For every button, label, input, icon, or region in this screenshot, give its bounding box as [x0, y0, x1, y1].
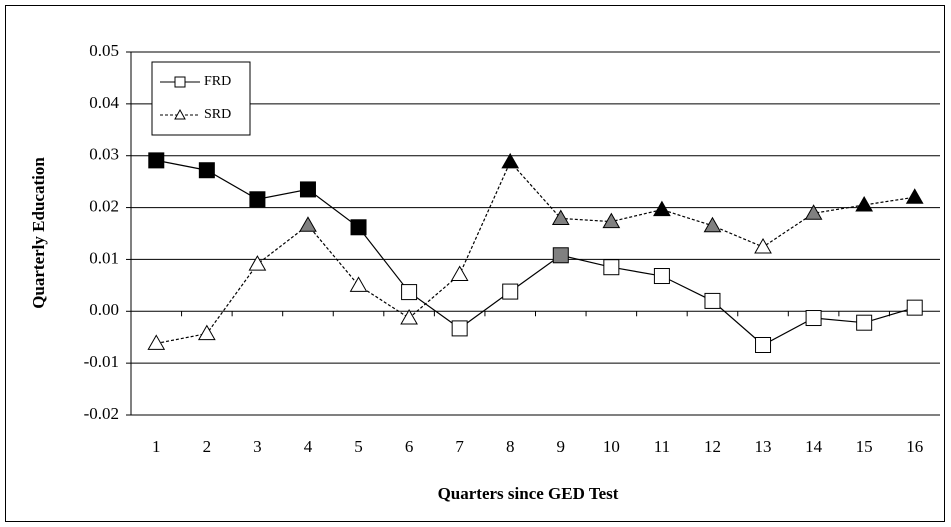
x-tick-label: 1 — [152, 437, 161, 456]
y-tick-label: 0.03 — [89, 145, 119, 164]
marker — [299, 216, 317, 232]
chart-frame — [5, 5, 945, 522]
marker — [906, 299, 923, 316]
marker — [754, 237, 772, 254]
marker — [350, 219, 367, 236]
x-tick-label: 3 — [253, 437, 262, 456]
marker — [249, 191, 266, 208]
marker — [551, 209, 570, 225]
legend-box — [151, 61, 251, 136]
marker — [401, 284, 418, 301]
legend-label: FRD — [204, 74, 231, 89]
y-tick-label: 0.01 — [89, 248, 119, 267]
marker — [501, 152, 520, 169]
series-line — [156, 159, 915, 346]
marker — [299, 181, 316, 198]
x-tick-label: 11 — [654, 437, 670, 456]
marker — [552, 247, 569, 264]
marker — [450, 265, 469, 281]
marker — [804, 204, 823, 220]
marker — [147, 334, 166, 350]
legend-marker — [174, 76, 186, 88]
y-axis-label: Quarterly Education — [29, 157, 48, 309]
y-tick-label: -0.02 — [84, 404, 119, 423]
marker — [148, 152, 165, 169]
x-tick-label: 12 — [704, 437, 721, 456]
marker — [198, 162, 215, 179]
x-tick-label: 8 — [506, 437, 515, 456]
marker — [653, 268, 670, 285]
legend-marker — [174, 108, 186, 120]
y-tick-label: -0.01 — [84, 352, 119, 371]
x-tick-label: 4 — [304, 437, 313, 456]
marker — [197, 324, 216, 341]
x-tick-label: 9 — [557, 437, 566, 456]
marker — [653, 200, 671, 217]
marker — [502, 283, 519, 300]
marker — [704, 292, 721, 309]
marker — [755, 336, 772, 353]
marker — [248, 255, 267, 271]
marker — [855, 195, 874, 212]
x-tick-label: 10 — [603, 437, 620, 456]
x-axis-label: Quarters since GED Test — [438, 484, 619, 503]
y-tick-label: 0.00 — [89, 300, 119, 319]
marker — [856, 314, 873, 331]
marker — [703, 216, 722, 233]
y-tick-label: 0.02 — [89, 196, 119, 215]
marker — [602, 212, 621, 229]
marker — [905, 188, 924, 204]
x-tick-label: 16 — [906, 437, 923, 456]
y-tick-label: 0.05 — [89, 41, 119, 60]
x-tick-label: 13 — [755, 437, 772, 456]
x-tick-label: 5 — [354, 437, 363, 456]
x-tick-label: 15 — [856, 437, 873, 456]
legend-label: SRD — [204, 107, 231, 122]
series-line — [156, 160, 915, 345]
marker — [400, 309, 418, 325]
x-tick-label: 2 — [203, 437, 212, 456]
marker — [349, 276, 368, 292]
marker — [805, 310, 822, 327]
x-tick-label: 6 — [405, 437, 414, 456]
marker — [451, 320, 468, 337]
x-tick-label: 7 — [455, 437, 464, 456]
marker — [603, 259, 620, 276]
x-tick-label: 14 — [805, 437, 823, 456]
y-tick-label: 0.04 — [89, 93, 119, 112]
